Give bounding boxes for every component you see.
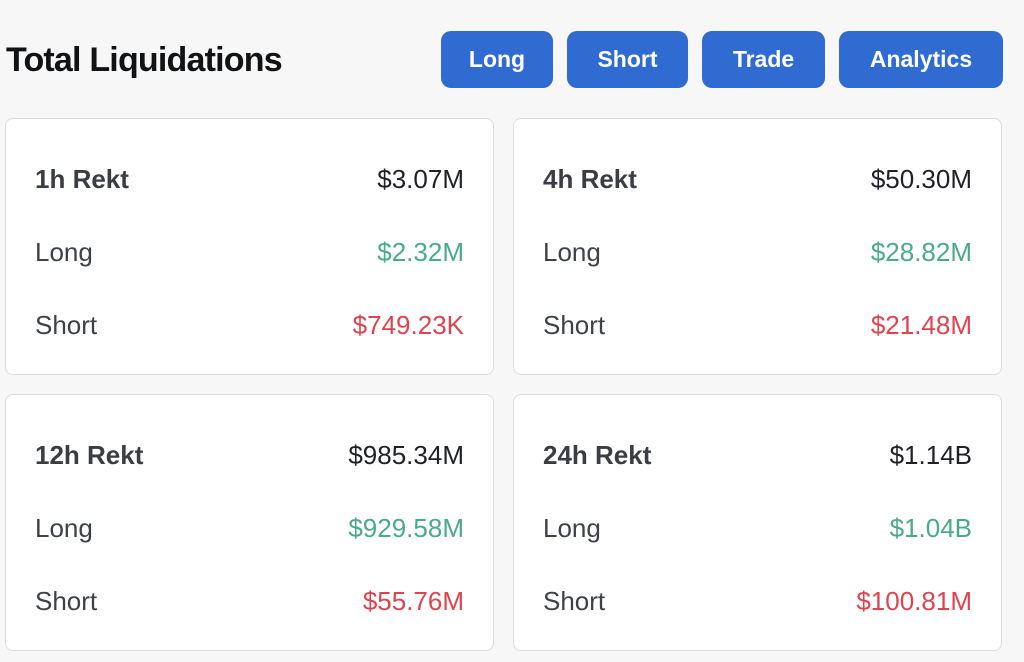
liquidation-card-12h: 12h Rekt $985.34M Long $929.58M Short $5… bbox=[5, 394, 494, 651]
card-long-value: $929.58M bbox=[348, 513, 464, 543]
card-short-label: Short bbox=[543, 586, 606, 616]
card-short-value: $55.76M bbox=[362, 586, 464, 616]
card-period-label: 1h Rekt bbox=[35, 164, 129, 194]
analytics-button[interactable]: Analytics bbox=[839, 31, 1003, 88]
card-long-label: Long bbox=[543, 237, 601, 267]
liquidation-card-4h: 4h Rekt $50.30M Long $28.82M Short $21.4… bbox=[513, 118, 1002, 375]
card-long-label: Long bbox=[35, 513, 93, 543]
card-short-value: $749.23K bbox=[352, 310, 464, 340]
card-total-value: $985.34M bbox=[348, 440, 464, 470]
card-short-row: Short $100.81M bbox=[543, 583, 972, 619]
card-short-value: $100.81M bbox=[856, 586, 972, 616]
card-long-row: Long $2.32M bbox=[35, 234, 464, 270]
card-total-value: $50.30M bbox=[870, 164, 972, 194]
liquidation-card-24h: 24h Rekt $1.14B Long $1.04B Short $100.8… bbox=[513, 394, 1002, 651]
card-long-value: $28.82M bbox=[870, 237, 972, 267]
page-header: Total Liquidations Long Short Trade Anal… bbox=[0, 0, 1024, 110]
short-button[interactable]: Short bbox=[567, 31, 688, 88]
card-long-label: Long bbox=[543, 513, 601, 543]
card-total-row: 4h Rekt $50.30M bbox=[543, 161, 972, 197]
card-long-row: Long $28.82M bbox=[543, 234, 972, 270]
liquidation-card-1h: 1h Rekt $3.07M Long $2.32M Short $749.23… bbox=[5, 118, 494, 375]
card-short-row: Short $749.23K bbox=[35, 307, 464, 343]
card-total-value: $3.07M bbox=[377, 164, 464, 194]
card-short-row: Short $55.76M bbox=[35, 583, 464, 619]
card-period-label: 12h Rekt bbox=[35, 440, 144, 470]
card-long-row: Long $1.04B bbox=[543, 510, 972, 546]
card-short-label: Short bbox=[543, 310, 606, 340]
card-total-value: $1.14B bbox=[889, 440, 972, 470]
card-short-row: Short $21.48M bbox=[543, 307, 972, 343]
card-long-label: Long bbox=[35, 237, 93, 267]
card-period-label: 4h Rekt bbox=[543, 164, 637, 194]
trade-button[interactable]: Trade bbox=[702, 31, 825, 88]
card-long-value: $1.04B bbox=[889, 513, 972, 543]
card-long-value: $2.32M bbox=[377, 237, 464, 267]
card-short-value: $21.48M bbox=[870, 310, 972, 340]
card-long-row: Long $929.58M bbox=[35, 510, 464, 546]
card-total-row: 1h Rekt $3.07M bbox=[35, 161, 464, 197]
card-short-label: Short bbox=[35, 586, 98, 616]
card-period-label: 24h Rekt bbox=[543, 440, 652, 470]
long-button[interactable]: Long bbox=[441, 31, 553, 88]
card-short-label: Short bbox=[35, 310, 98, 340]
card-total-row: 24h Rekt $1.14B bbox=[543, 437, 972, 473]
page-title: Total Liquidations bbox=[6, 41, 283, 79]
card-total-row: 12h Rekt $985.34M bbox=[35, 437, 464, 473]
